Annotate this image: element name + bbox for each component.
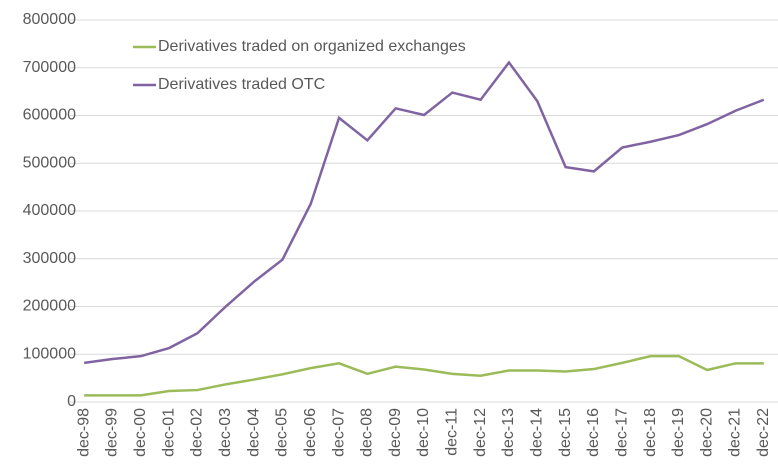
x-tick-label: dec-18 — [642, 408, 659, 457]
x-tick-label: dec-02 — [189, 408, 206, 457]
y-tick-label: 200000 — [23, 298, 76, 315]
x-tick-label: dec-07 — [330, 408, 347, 457]
y-tick-label: 600000 — [23, 107, 76, 124]
y-tick-label: 700000 — [23, 59, 76, 76]
legend-label: Derivatives traded OTC — [158, 76, 325, 93]
x-tick-label: dec-21 — [727, 408, 744, 457]
y-tick-label: 300000 — [23, 250, 76, 267]
x-tick-label: dec-99 — [104, 408, 121, 457]
x-tick-label: dec-10 — [415, 408, 432, 457]
series-line — [84, 354, 764, 397]
x-tick-label: dec-13 — [500, 408, 517, 457]
series-line — [83, 60, 765, 365]
x-tick-label: dec-01 — [160, 408, 177, 457]
x-tick-label: dec-12 — [472, 408, 489, 457]
y-tick-label: 100000 — [23, 345, 76, 362]
x-tick-label: dec-09 — [387, 408, 404, 457]
x-tick-label: dec-03 — [217, 408, 234, 457]
x-tick-label: dec-19 — [670, 408, 687, 457]
x-tick-label: dec-15 — [557, 408, 574, 457]
x-tick-label: dec-08 — [359, 408, 376, 457]
x-tick-label: dec-06 — [302, 408, 319, 457]
x-tick-label: dec-04 — [245, 408, 262, 457]
x-tick-label: dec-17 — [613, 408, 630, 457]
y-tick-label: 0 — [67, 393, 76, 410]
y-tick-label: 400000 — [23, 202, 76, 219]
x-tick-label: dec-20 — [698, 408, 715, 457]
y-tick-label: 800000 — [23, 11, 76, 28]
x-tick-label: dec-22 — [755, 408, 772, 457]
x-tick-label: dec-00 — [132, 408, 149, 457]
x-tick-label: dec-98 — [75, 408, 92, 457]
legend-label: Derivatives traded on organized exchange… — [158, 38, 466, 55]
y-tick-label: 500000 — [23, 154, 76, 171]
x-tick-label: dec-14 — [528, 408, 545, 457]
x-tick-label: dec-16 — [585, 408, 602, 457]
x-tick-label: dec-05 — [274, 408, 291, 457]
x-tick-label: dec-11 — [444, 408, 461, 456]
